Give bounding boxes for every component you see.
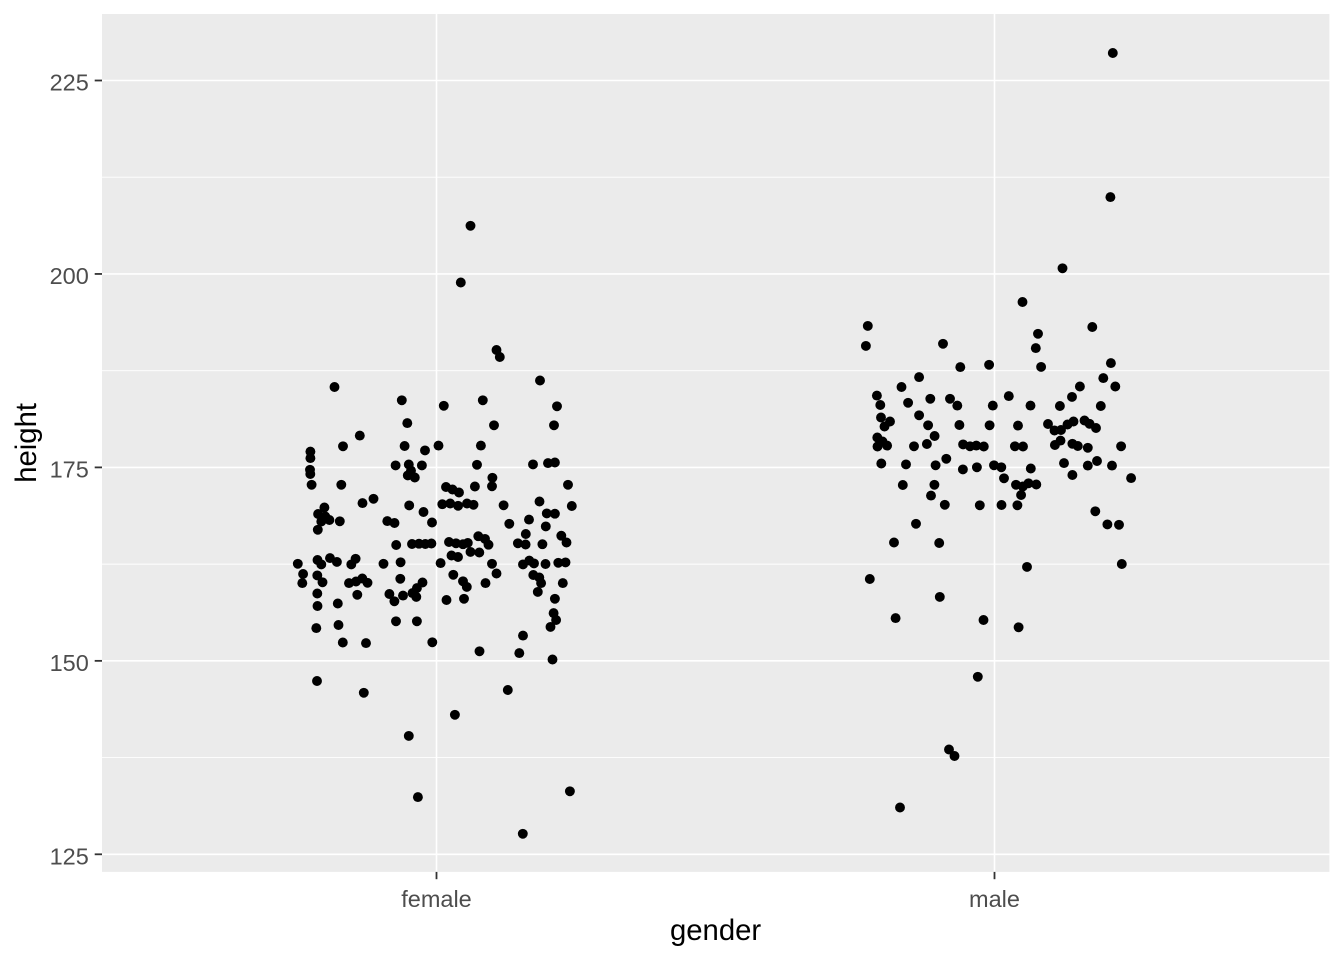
svg-text:male: male xyxy=(969,886,1020,912)
svg-text:150: 150 xyxy=(50,650,89,676)
svg-text:female: female xyxy=(401,886,472,912)
svg-text:175: 175 xyxy=(50,456,89,482)
svg-text:height: height xyxy=(10,403,43,483)
svg-text:225: 225 xyxy=(50,70,89,96)
svg-text:200: 200 xyxy=(50,263,89,289)
svg-text:125: 125 xyxy=(50,843,89,869)
svg-text:gender: gender xyxy=(670,914,761,947)
